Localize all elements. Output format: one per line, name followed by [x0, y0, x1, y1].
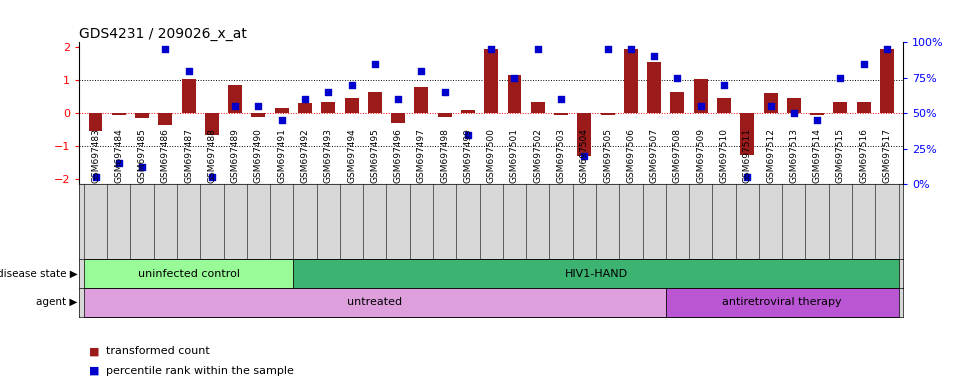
Bar — [810, 113, 824, 115]
Bar — [322, 102, 335, 113]
Point — [554, 96, 569, 102]
Point — [507, 74, 523, 81]
Bar — [787, 98, 801, 113]
Point — [111, 160, 127, 166]
Point — [437, 89, 452, 95]
Text: transformed count: transformed count — [106, 346, 210, 356]
Bar — [368, 92, 382, 113]
Bar — [857, 102, 870, 113]
Bar — [666, 288, 898, 317]
Point — [321, 89, 336, 95]
Point — [833, 74, 848, 81]
Bar — [112, 113, 126, 115]
Bar — [251, 113, 266, 117]
Text: antiretroviral therapy: antiretroviral therapy — [723, 297, 842, 308]
Point — [390, 96, 406, 102]
Bar — [158, 113, 172, 125]
Point — [298, 96, 313, 102]
Bar — [84, 259, 294, 288]
Bar — [578, 113, 591, 156]
Point — [879, 46, 895, 53]
Bar — [601, 113, 614, 115]
Bar — [391, 113, 405, 123]
Point — [227, 103, 242, 109]
Bar — [89, 113, 102, 131]
Text: agent ▶: agent ▶ — [36, 297, 77, 308]
Bar — [763, 93, 778, 113]
Point — [460, 131, 475, 138]
Point — [134, 164, 150, 170]
Point — [786, 110, 802, 116]
Bar — [438, 113, 452, 117]
Bar — [647, 62, 661, 113]
Bar — [624, 49, 638, 113]
Text: disease state ▶: disease state ▶ — [0, 268, 77, 279]
Text: HIV1-HAND: HIV1-HAND — [564, 268, 628, 279]
Bar — [228, 85, 242, 113]
Bar — [554, 113, 568, 115]
Bar — [461, 110, 475, 113]
Point — [600, 46, 615, 53]
Bar — [274, 108, 289, 113]
Bar — [530, 102, 545, 113]
Bar — [298, 103, 312, 113]
Point — [810, 117, 825, 123]
Point — [669, 74, 685, 81]
Bar — [345, 98, 358, 113]
Point — [740, 174, 755, 180]
Bar — [484, 49, 498, 113]
Text: percentile rank within the sample: percentile rank within the sample — [106, 366, 294, 376]
Bar — [135, 113, 149, 118]
Text: ■: ■ — [89, 366, 99, 376]
Bar — [740, 113, 754, 155]
Point — [157, 46, 173, 53]
Point — [716, 82, 731, 88]
Bar — [205, 113, 219, 135]
Text: uninfected control: uninfected control — [137, 268, 240, 279]
Point — [88, 174, 103, 180]
Bar — [717, 98, 731, 113]
Text: ■: ■ — [89, 346, 99, 356]
Point — [251, 103, 267, 109]
Point — [623, 46, 639, 53]
Bar — [414, 87, 428, 113]
Bar — [84, 288, 666, 317]
Bar — [880, 49, 894, 113]
Point — [274, 117, 290, 123]
Bar — [834, 102, 847, 113]
Point — [577, 153, 592, 159]
Point — [646, 53, 662, 60]
Point — [763, 103, 779, 109]
Bar — [670, 92, 684, 113]
Point — [413, 68, 429, 74]
Text: GDS4231 / 209026_x_at: GDS4231 / 209026_x_at — [79, 27, 247, 41]
Bar — [694, 79, 708, 113]
Point — [181, 68, 196, 74]
Point — [856, 60, 871, 67]
Point — [484, 46, 499, 53]
Bar — [507, 75, 522, 113]
Point — [530, 46, 546, 53]
Bar — [182, 79, 195, 113]
Point — [693, 103, 708, 109]
Point — [204, 174, 219, 180]
Bar — [294, 259, 898, 288]
Point — [367, 60, 383, 67]
Text: untreated: untreated — [347, 297, 403, 308]
Point — [344, 82, 359, 88]
